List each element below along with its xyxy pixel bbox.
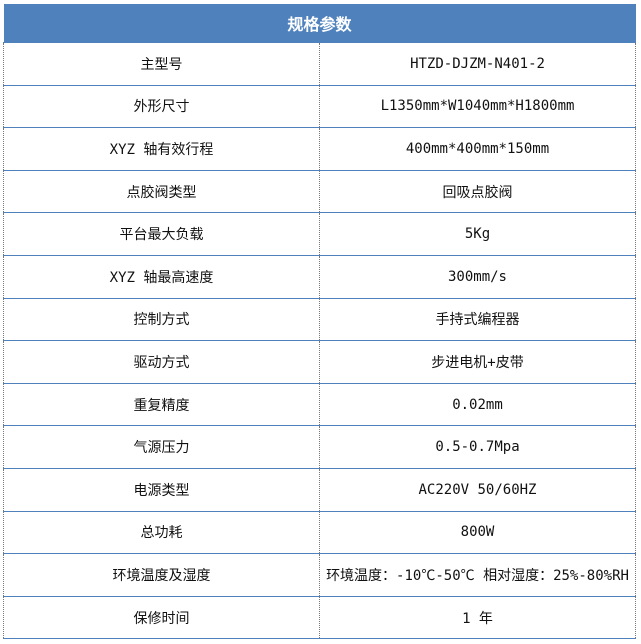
spec-value: 5Kg — [319, 212, 636, 256]
table-row: 总功耗 800W — [3, 510, 636, 555]
spec-value: 步进电机+皮带 — [319, 340, 636, 384]
spec-label: XYZ 轴有效行程 — [3, 127, 320, 171]
spec-label: 电源类型 — [3, 467, 320, 512]
spec-label: XYZ 轴最高速度 — [3, 254, 320, 299]
spec-table: 规格参数 主型号 HTZD-DJZM-N401-2 外形尺寸 L1350mm*W104… — [3, 4, 636, 640]
table-row: 环境温度及湿度 环境温度：-10℃-50℃ 相对湿度：25%-80%RH — [3, 553, 636, 597]
spec-value: AC220V 50/60HZ — [319, 467, 636, 512]
table-row: 电源类型 AC220V 50/60HZ — [3, 467, 636, 512]
table-title: 规格参数 — [3, 4, 636, 43]
spec-label: 重复精度 — [3, 382, 320, 427]
spec-value: 回吸点胶阀 — [319, 169, 636, 214]
spec-label: 主型号 — [3, 42, 320, 86]
table-header: 规格参数 — [3, 4, 636, 43]
spec-label: 环境温度及湿度 — [3, 553, 320, 597]
table-row: 控制方式 手持式编程器 — [3, 297, 636, 342]
table-row: XYZ 轴有效行程 400mm*400mm*150mm — [3, 127, 636, 171]
spec-label: 总功耗 — [3, 510, 320, 555]
spec-value: 300mm/s — [319, 254, 636, 299]
spec-value: 手持式编程器 — [319, 297, 636, 342]
spec-value: 800W — [319, 510, 636, 555]
table-row: 主型号 HTZD-DJZM-N401-2 — [3, 42, 636, 86]
spec-value: 0.5-0.7Mpa — [319, 425, 636, 469]
table-row: 点胶阀类型 回吸点胶阀 — [3, 169, 636, 214]
spec-value: 0.02mm — [319, 382, 636, 427]
spec-value: HTZD-DJZM-N401-2 — [319, 42, 636, 86]
table-row: XYZ 轴最高速度 300mm/s — [3, 254, 636, 299]
spec-label: 驱动方式 — [3, 340, 320, 384]
spec-value: 环境温度：-10℃-50℃ 相对湿度：25%-80%RH — [319, 553, 636, 597]
table-row: 驱动方式 步进电机+皮带 — [3, 340, 636, 384]
spec-label: 平台最大负载 — [3, 212, 320, 256]
spec-label: 控制方式 — [3, 297, 320, 342]
spec-value: L1350mm*W1040mm*H1800mm — [319, 84, 636, 129]
spec-label: 气源压力 — [3, 425, 320, 469]
table-row: 气源压力 0.5-0.7Mpa — [3, 425, 636, 469]
table-row: 重复精度 0.02mm — [3, 382, 636, 427]
table-row: 平台最大负载 5Kg — [3, 212, 636, 256]
spec-label: 保修时间 — [3, 595, 320, 640]
spec-label: 点胶阀类型 — [3, 169, 320, 214]
spec-label: 外形尺寸 — [3, 84, 320, 129]
spec-value: 1 年 — [319, 595, 636, 640]
table-row: 外形尺寸 L1350mm*W1040mm*H1800mm — [3, 84, 636, 129]
table-row: 保修时间 1 年 — [3, 595, 636, 640]
spec-value: 400mm*400mm*150mm — [319, 127, 636, 171]
